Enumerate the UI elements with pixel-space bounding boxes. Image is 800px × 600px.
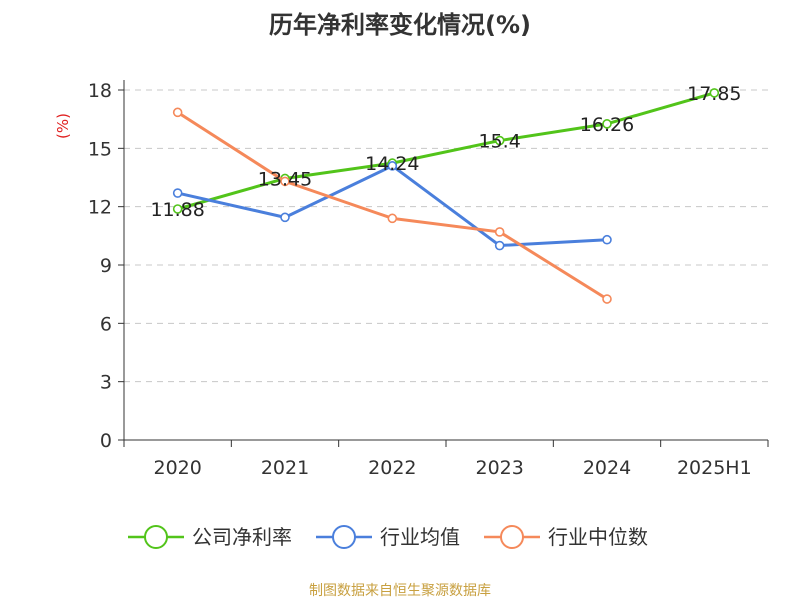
y-tick-label: 9 (100, 255, 112, 277)
data-label: 17.85 (687, 83, 741, 105)
axes: 0 3 6 9 12 15 18 2020 2021 2022 2023 2024 2025H1 (88, 80, 769, 479)
data-point[interactable] (172, 188, 183, 198)
legend-marker (500, 525, 524, 549)
y-tick-label: 6 (100, 313, 112, 335)
data-point[interactable] (709, 88, 720, 98)
series-lines (172, 88, 720, 304)
data-point[interactable] (387, 161, 398, 171)
x-tick-label: 2024 (583, 457, 631, 479)
data-label: 15.4 (479, 131, 521, 153)
chart-title: 历年净利率变化情况(%) (269, 11, 531, 39)
legend-item[interactable]: 行业均值 (316, 525, 460, 549)
x-tick-label: 2020 (153, 457, 201, 479)
series-line (176, 91, 716, 211)
source-footer: 制图数据来自恒生聚源数据库 (309, 583, 491, 599)
series-line (176, 110, 609, 301)
data-point[interactable] (494, 240, 505, 251)
data-point[interactable] (387, 213, 398, 224)
data-point[interactable] (172, 204, 183, 214)
data-point[interactable] (280, 212, 290, 223)
data-label: 11.88 (150, 199, 204, 221)
legend-item[interactable]: 公司净利率 (128, 525, 292, 549)
legend-label: 行业中位数 (548, 525, 648, 549)
series-line (176, 164, 609, 248)
legend[interactable]: 公司净利率 行业均值 行业中位数 (128, 525, 648, 549)
data-point[interactable] (602, 119, 612, 129)
x-tick-label: 2021 (261, 457, 309, 479)
data-label: 13.45 (258, 168, 312, 190)
data-point[interactable] (602, 294, 612, 304)
data-point[interactable] (602, 234, 612, 245)
y-axis-unit-label: (%) (54, 113, 72, 139)
grid-lines (124, 89, 768, 383)
data-point[interactable] (172, 107, 183, 118)
data-point[interactable] (280, 176, 290, 187)
data-point[interactable] (494, 227, 505, 237)
legend-label: 行业均值 (380, 525, 460, 549)
legend-item[interactable]: 行业中位数 (484, 525, 648, 549)
y-tick-label: 15 (88, 138, 112, 160)
legend-label: 公司净利率 (192, 525, 292, 549)
y-tick-label: 0 (100, 430, 112, 452)
data-point[interactable] (494, 135, 505, 146)
y-tick-label: 12 (88, 197, 112, 219)
y-tick-label: 18 (88, 80, 112, 102)
data-labels: 11.88 13.45 14.24 15.4 16.26 17.85 (150, 83, 741, 221)
x-tick-label: 2025H1 (677, 457, 752, 479)
legend-marker (332, 525, 356, 549)
x-tick-label: 2022 (368, 457, 416, 479)
data-label: 14.24 (365, 153, 419, 175)
y-tick-label: 3 (100, 372, 112, 394)
legend-marker (144, 525, 168, 549)
x-tick-label: 2023 (475, 457, 523, 479)
data-label: 16.26 (580, 114, 634, 136)
